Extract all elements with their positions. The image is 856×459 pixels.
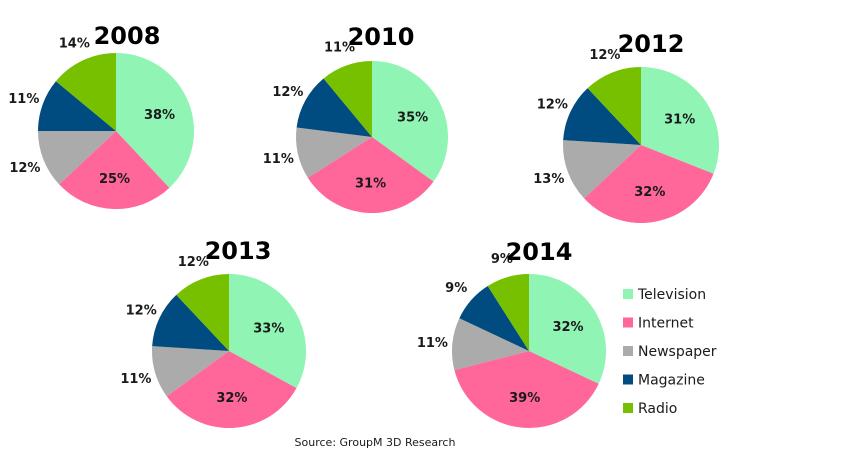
slice-label-2014-internet: 39% xyxy=(509,391,540,406)
slice-2013-television xyxy=(229,274,307,389)
slice-label-2012-magazine: 12% xyxy=(537,97,568,112)
slice-label-2014-radio: 9% xyxy=(491,252,513,267)
pie-chart-2013: 33%32%11%12%12%2013 xyxy=(120,237,307,429)
legend-item-internet: Internet xyxy=(623,316,694,332)
slice-2008-internet xyxy=(59,131,170,209)
slice-2013-radio xyxy=(176,274,229,351)
legend-label-internet: Internet xyxy=(638,316,694,332)
slice-label-2013-television: 33% xyxy=(253,322,284,337)
slice-2013-magazine xyxy=(152,294,229,351)
legend-swatch-magazine xyxy=(623,374,633,385)
legend-item-television: Television xyxy=(623,287,706,303)
slice-2012-magazine xyxy=(563,88,641,145)
slice-2010-internet xyxy=(307,137,434,214)
slice-label-2010-magazine: 12% xyxy=(272,85,303,100)
pie-chart-2008: 38% 25% 12% 11% 14% 2008 xyxy=(8,22,194,209)
slice-label-2010-television: 35% xyxy=(397,110,428,125)
legend-swatch-newspaper xyxy=(623,346,633,356)
slice-2008-radio xyxy=(55,53,116,131)
chart-title-2012: 2012 xyxy=(618,30,685,58)
slice-2014-internet xyxy=(454,351,599,428)
slice-label-2012-newspaper: 13% xyxy=(533,172,564,187)
slice-label-2008-internet: 25% xyxy=(99,172,130,187)
slice-label-2008-television: 38% xyxy=(144,108,175,123)
slice-label-2010-newspaper: 11% xyxy=(263,152,294,167)
slice-label-2013-newspaper: 11% xyxy=(120,372,151,387)
pie-chart-2012: 31%32%13%12%12%2012 xyxy=(533,30,719,223)
slice-2014-newspaper xyxy=(452,318,529,371)
legend: Television Internet Newspaper Magazine Radio xyxy=(623,287,717,417)
slice-2008-newspaper xyxy=(38,131,116,185)
slice-label-2013-internet: 32% xyxy=(216,391,247,406)
legend-swatch-television xyxy=(623,289,633,299)
legend-label-television: Television xyxy=(637,287,706,303)
slice-label-2008-magazine: 11% xyxy=(8,92,39,107)
charts-layer: 38%25%12%11%14% 200835%31%11%12%11%201031… xyxy=(8,22,719,429)
slice-label-2010-radio: 11% xyxy=(324,41,355,56)
slice-2010-radio xyxy=(323,61,372,137)
pie-chart-2010: 35%31%11%12%11%2010 xyxy=(263,23,449,214)
legend-label-newspaper: Newspaper xyxy=(638,344,717,360)
legend-item-newspaper: Newspaper xyxy=(623,344,717,360)
slice-2008-television xyxy=(116,53,194,188)
legend-label-radio: Radio xyxy=(638,401,677,417)
slice-label-2012-internet: 32% xyxy=(634,185,665,200)
legend-label-magazine: Magazine xyxy=(638,373,705,389)
chart-title-2014: 2014 xyxy=(506,238,573,266)
slice-2014-magazine xyxy=(459,285,529,351)
slice-label-2008-radio: 14% xyxy=(59,36,90,51)
slice-label-2014-magazine: 9% xyxy=(445,281,467,296)
legend-swatch-internet xyxy=(623,317,633,328)
legend-item-radio: Radio xyxy=(623,401,677,417)
chart-title-2010: 2010 xyxy=(348,23,415,51)
legend-item-magazine: Magazine xyxy=(623,373,705,389)
slice-2010-newspaper xyxy=(296,127,372,178)
slice-2010-television xyxy=(372,61,449,182)
slice-2014-television xyxy=(529,274,607,384)
slice-2012-newspaper xyxy=(562,140,641,199)
slice-2014-radio xyxy=(487,274,529,351)
slice-label-2012-television: 31% xyxy=(664,113,695,128)
slice-2008-magazine xyxy=(38,81,116,131)
slice-label-2012-radio: 12% xyxy=(589,48,620,63)
slice-2013-internet xyxy=(166,351,297,429)
slice-2012-internet xyxy=(584,145,714,223)
source-note: Source: GroupM 3D Research xyxy=(295,436,456,449)
slice-2012-radio xyxy=(587,67,641,145)
slice-label-2013-magazine: 12% xyxy=(126,304,157,319)
pie-chart-2014: 32%39%11%9%9%2014 xyxy=(417,238,607,428)
legend-swatch-radio xyxy=(623,403,633,413)
slice-2013-newspaper xyxy=(151,346,229,397)
slice-label-2010-internet: 31% xyxy=(355,177,386,192)
chart-title-2008: 2008 xyxy=(94,22,161,50)
slice-label-2014-television: 32% xyxy=(552,320,583,335)
chart-title-2013: 2013 xyxy=(205,237,272,265)
slice-2010-magazine xyxy=(296,78,372,137)
slice-label-2014-newspaper: 11% xyxy=(417,336,448,351)
slice-label-2013-radio: 12% xyxy=(178,255,209,270)
slice-label-2008-newspaper: 12% xyxy=(9,161,40,176)
slice-2012-television xyxy=(641,67,719,174)
